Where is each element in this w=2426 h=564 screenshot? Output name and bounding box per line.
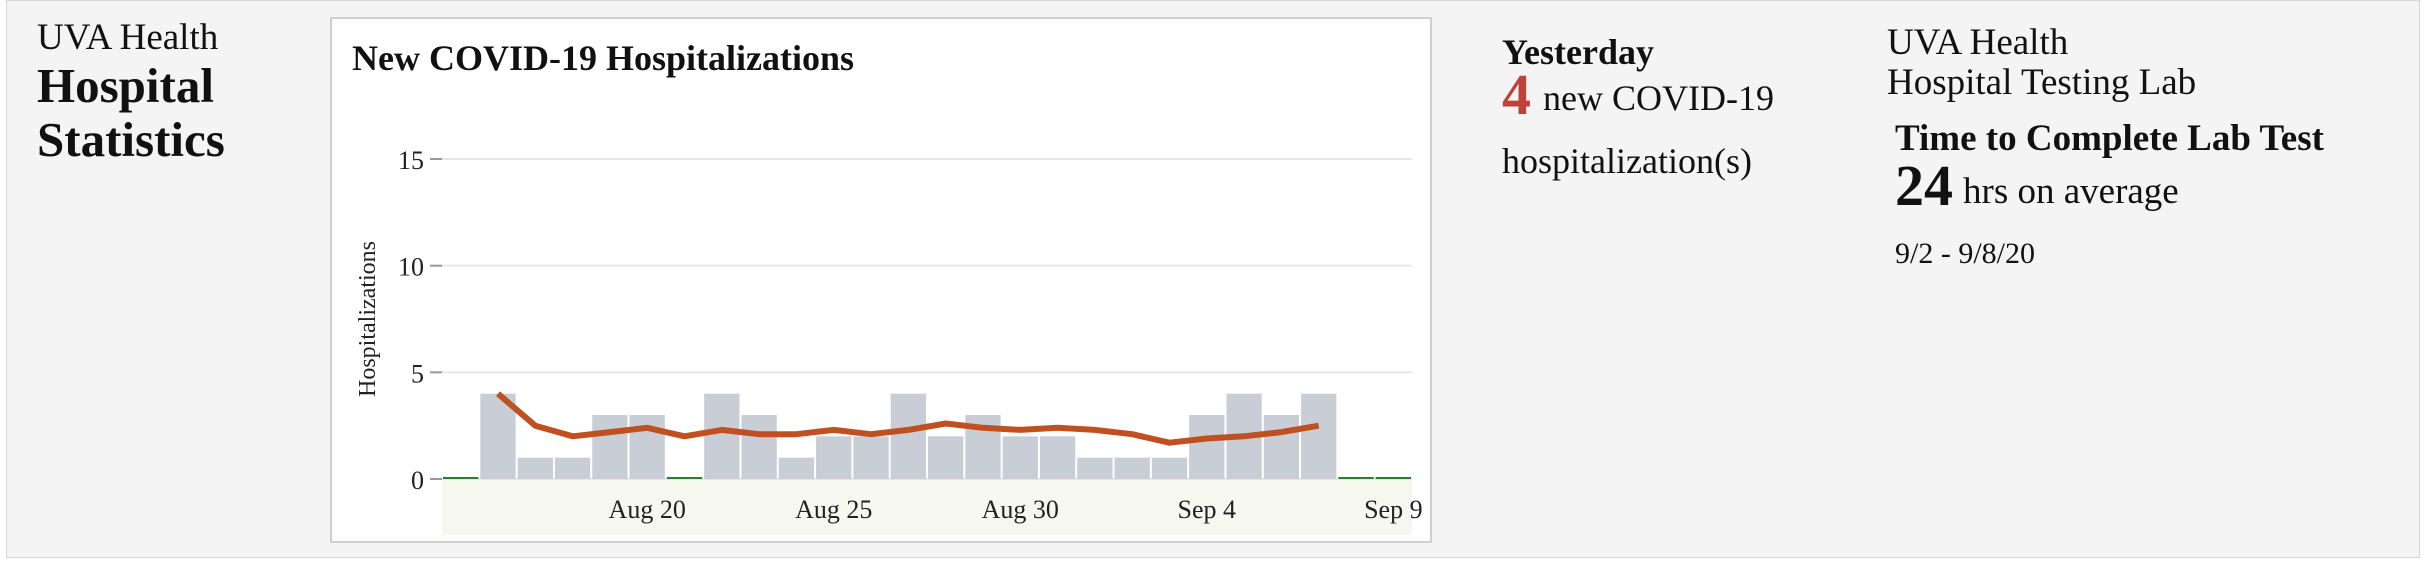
brand-heading: UVA Health Hospital Statistics [37,19,225,164]
brand-title-line1: Hospital [37,58,214,113]
y-tick-label: 0 [411,466,424,495]
bar[interactable] [741,415,777,479]
bar[interactable] [1002,436,1038,479]
hospitalizations-chart-card[interactable]: New COVID-19 Hospitalizations 0 5 10 15 Hosp… [330,17,1432,543]
bar[interactable] [1077,457,1113,479]
chart-title: New COVID-19 Hospitalizations [352,38,854,78]
bar[interactable] [853,436,889,479]
lab-hours-value: 24 [1895,153,1953,218]
bar[interactable] [1301,393,1337,479]
lab-metric-title: Time to Complete Lab Test [1895,118,2324,159]
bar[interactable] [592,415,628,479]
x-tick-label: Sep 9 [1364,495,1423,524]
y-tick-label: 10 [398,253,424,282]
x-tick-label: Aug 25 [795,495,872,524]
lab-org: UVA Health [1887,22,2069,63]
bar[interactable] [517,457,553,479]
dashboard-panel: UVA Health Hospital Statistics New COVID… [6,0,2420,558]
bar[interactable] [629,415,665,479]
yesterday-count: 4 [1502,62,1531,127]
yesterday-label: Yesterday [1502,32,1654,72]
bar[interactable] [1189,415,1225,479]
lab-summary: UVA Health Hospital Testing Lab Time to … [1887,23,2324,271]
yesterday-summary: Yesterday 4 new COVID-19 hospitalization(… [1502,31,1774,182]
lab-hours-text: hrs on average [1963,171,2179,212]
bar[interactable] [890,393,926,479]
average-line[interactable] [496,391,1320,446]
y-axis-label: Hospitalizations [355,241,381,397]
lab-date-range: 9/2 - 9/8/20 [1895,237,2035,270]
yesterday-text2: hospitalization(s) [1502,141,1752,181]
brand-org: UVA Health [37,17,219,58]
brand-title-line2: Statistics [37,112,225,167]
yesterday-count-line: 4 new COVID-19 [1502,66,1774,124]
y-tick-label: 15 [398,146,424,175]
bar[interactable] [928,436,964,479]
y-tick-label: 5 [411,359,424,388]
hospitalizations-chart[interactable]: 0 5 10 15 Hospitalizations Aug 20 Aug 25 Aug 30… [332,19,1430,541]
yesterday-text1: new COVID-19 [1543,78,1774,118]
lab-metric: Time to Complete Lab Test 24 hrs on avera… [1895,117,2324,271]
bar[interactable] [704,393,740,479]
x-tick-label: Aug 30 [982,495,1059,524]
lab-name: Hospital Testing Lab [1887,62,2197,103]
bar[interactable] [778,457,815,479]
lab-metric-value-row: 24 hrs on average [1895,157,2324,225]
x-tick-label: Aug 20 [609,495,686,524]
bar[interactable] [1114,457,1150,479]
x-axis-band [442,479,1412,535]
bar[interactable] [554,457,591,479]
bar[interactable] [480,393,516,479]
bar[interactable] [1263,415,1300,479]
bar[interactable] [1151,457,1188,479]
x-tick-label: Sep 4 [1178,495,1237,524]
bar[interactable] [816,436,852,479]
bar[interactable] [1039,436,1076,479]
